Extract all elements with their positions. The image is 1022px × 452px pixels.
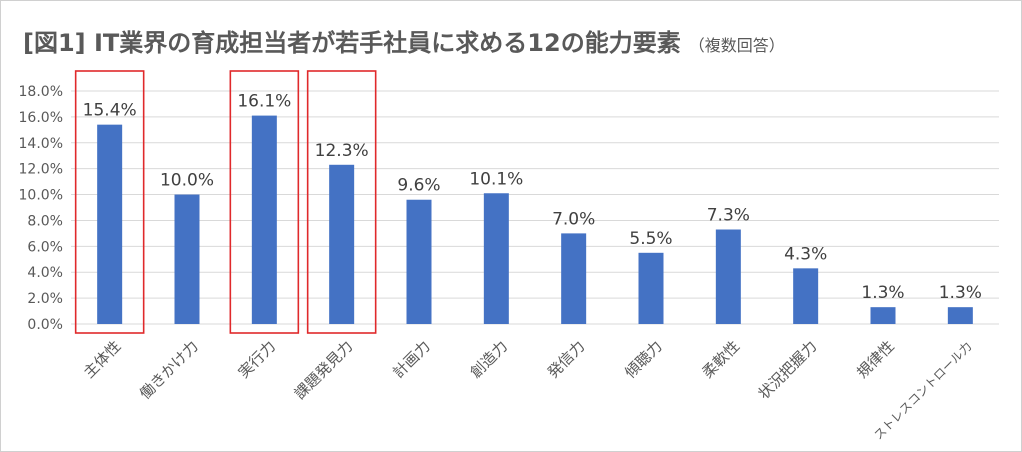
category-label-9: 状況把握力 [755, 337, 821, 403]
data-label-2: 16.1% [237, 92, 291, 112]
bar-8 [715, 229, 741, 324]
chart-title: [図1] IT業界の育成担当者が若手社員に求める12の能力要素 [23, 29, 681, 57]
bar-11 [947, 307, 973, 324]
bar-9 [793, 268, 819, 324]
y-tick-label-8: 16.0% [19, 110, 63, 126]
category-label-1: 働きかけ力 [136, 337, 202, 403]
category-label-5: 創造力 [467, 337, 512, 382]
category-label-3: 課題発見力 [291, 337, 357, 403]
y-tick-label-4: 8.0% [27, 213, 63, 229]
y-tick-label-3: 6.0% [27, 239, 63, 255]
category-label-8: 柔軟性 [699, 337, 744, 382]
category-label-2: 実行力 [235, 337, 280, 382]
data-label-8: 7.3% [707, 206, 750, 226]
y-tick-label-1: 2.0% [27, 291, 63, 307]
highlight-box-0 [74, 70, 145, 334]
highlight-box-3 [306, 70, 377, 334]
data-label-11: 1.3% [939, 283, 982, 303]
y-tick-label-7: 14.0% [19, 136, 63, 152]
data-label-3: 12.3% [315, 141, 369, 161]
bar-1 [174, 194, 200, 324]
chart-subtitle: （複数回答） [688, 36, 785, 55]
data-label-9: 4.3% [784, 244, 827, 264]
bar-3 [329, 164, 355, 324]
data-label-4: 9.6% [397, 176, 440, 196]
category-label-0: 主体性 [80, 337, 125, 382]
data-label-6: 7.0% [552, 209, 595, 229]
category-label-6: 発信力 [544, 337, 589, 382]
bar-4 [406, 199, 432, 324]
data-label-10: 1.3% [861, 283, 904, 303]
y-tick-label-2: 4.0% [27, 265, 63, 281]
bar-6 [561, 233, 587, 324]
y-tick-label-6: 12.0% [19, 162, 63, 178]
data-label-0: 15.4% [83, 101, 137, 121]
highlight-box-2 [229, 70, 300, 334]
bar-0 [97, 124, 123, 325]
chart-title-block: [図1] IT業界の育成担当者が若手社員に求める12の能力要素 （複数回答） [23, 23, 785, 58]
bar-2 [251, 115, 277, 324]
bar-10 [870, 307, 896, 324]
y-tick-label-9: 18.0% [19, 84, 63, 100]
category-label-7: 傾聴力 [621, 337, 666, 382]
y-tick-label-0: 0.0% [27, 317, 63, 333]
category-label-4: 計画力 [389, 337, 434, 382]
data-label-1: 10.0% [160, 171, 214, 191]
y-tick-label-5: 10.0% [19, 188, 63, 204]
bar-7 [638, 252, 664, 324]
bar-5 [483, 193, 509, 324]
data-label-5: 10.1% [469, 169, 523, 189]
category-label-10: 規律性 [853, 337, 898, 382]
data-label-7: 5.5% [629, 229, 672, 249]
